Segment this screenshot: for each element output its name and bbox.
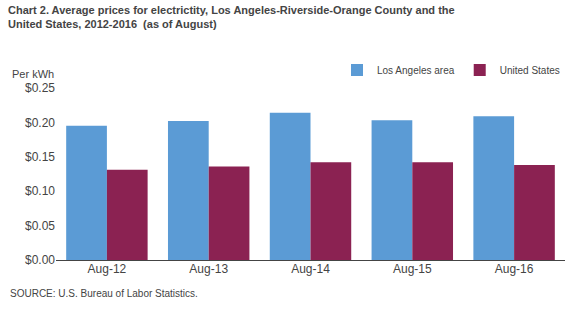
svg-text:$0.25: $0.25 [25, 81, 55, 95]
svg-text:SOURCE: U.S. Bureau of Labor S: SOURCE: U.S. Bureau of Labor Statistics. [10, 288, 198, 299]
svg-text:$0.05: $0.05 [25, 219, 55, 233]
svg-text:Los Angeles area: Los Angeles area [377, 65, 455, 76]
svg-text:United States: United States [500, 65, 560, 76]
svg-text:Chart 2. Average prices for el: Chart 2. Average prices for electrictity… [8, 4, 455, 30]
svg-text:$0.00: $0.00 [25, 253, 55, 267]
svg-text:$0.20: $0.20 [25, 116, 55, 130]
svg-text:$0.10: $0.10 [25, 184, 55, 198]
svg-text:Per kWh: Per kWh [12, 68, 54, 80]
svg-text:Aug-16: Aug-16 [495, 262, 534, 276]
svg-text:Aug-15: Aug-15 [393, 262, 432, 276]
svg-text:$0.15: $0.15 [25, 150, 55, 164]
svg-text:Aug-14: Aug-14 [291, 262, 330, 276]
svg-text:Aug-13: Aug-13 [189, 262, 228, 276]
svg-text:Aug-12: Aug-12 [88, 262, 127, 276]
